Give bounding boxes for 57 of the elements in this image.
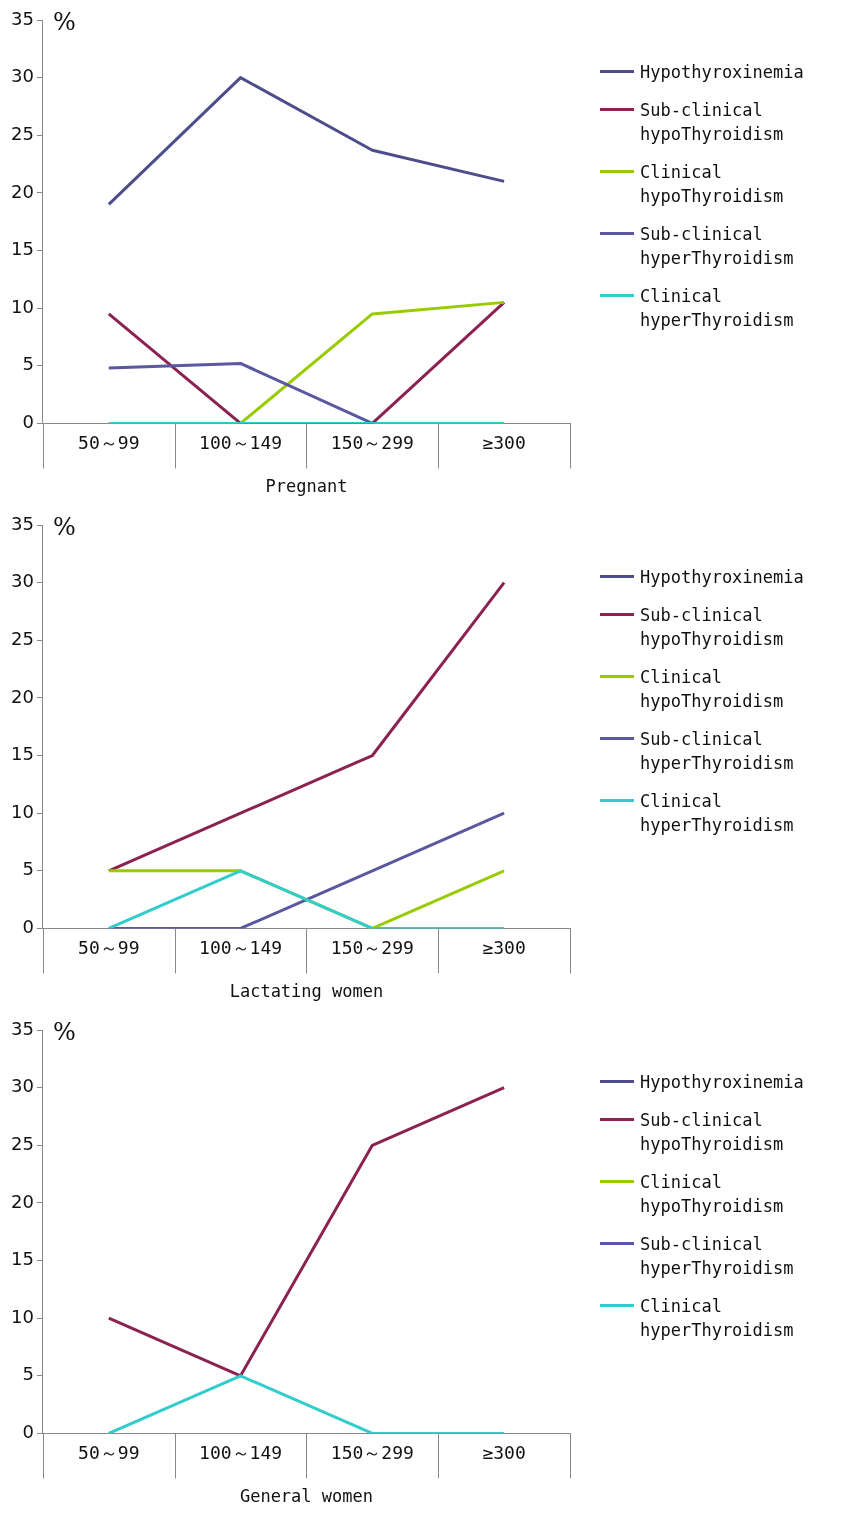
legend-label: Clinical hypoThyroidism (640, 666, 785, 713)
y-axis-title: % (52, 1018, 76, 1047)
x-axis-title: Pregnant (265, 476, 348, 497)
x-tick-label: 50～99 (78, 936, 140, 958)
legend-label: Clinical hyperThyroidism (640, 1295, 795, 1342)
y-tick-label: 5 (22, 1363, 34, 1385)
y-tick-label: 20 (11, 1190, 34, 1212)
legend-label: Hypothyroxinemia (640, 566, 804, 589)
y-tick-label: 5 (22, 858, 34, 880)
y-tick-label: 5 (22, 353, 34, 375)
x-tick-label: ≥300 (482, 936, 526, 958)
x-axis-title: Lactating women (229, 981, 384, 1002)
x-tick-label: 150～299 (330, 1441, 414, 1463)
x-tick-label: 150～299 (330, 431, 414, 453)
y-tick-label: 35 (11, 7, 34, 29)
y-tick-label: 10 (11, 1305, 34, 1327)
y-tick-label: 10 (11, 295, 34, 317)
y-tick-label: 25 (11, 122, 34, 144)
x-tick-label: 100～149 (199, 936, 283, 958)
x-tick-label: 150～299 (330, 936, 414, 958)
legend-label: Clinical hyperThyroidism (640, 790, 795, 837)
legend-label: Sub-clinical hypoThyroidism (640, 99, 785, 146)
y-tick-label: 30 (11, 570, 34, 592)
x-tick-label: 100～149 (199, 1441, 283, 1463)
legend-label: Hypothyroxinemia (640, 1071, 804, 1094)
y-tick-label: 15 (11, 743, 34, 765)
x-axis-title: General women (239, 1486, 373, 1507)
legend-label: Sub-clinical hyperThyroidism (640, 1233, 795, 1280)
y-tick-label: 30 (11, 65, 34, 87)
x-tick-label: 100～149 (199, 431, 283, 453)
y-tick-label: 25 (11, 627, 34, 649)
y-axis-title: % (52, 8, 76, 37)
legend-label: Sub-clinical hyperThyroidism (640, 728, 795, 775)
x-tick-label: ≥300 (482, 1441, 526, 1463)
y-tick-label: 30 (11, 1075, 34, 1097)
legend-label: Clinical hyperThyroidism (640, 285, 795, 332)
legend-label: Clinical hypoThyroidism (640, 161, 785, 208)
y-tick-label: 15 (11, 1248, 34, 1270)
y-tick-label: 15 (11, 238, 34, 260)
y-tick-label: 20 (11, 685, 34, 707)
x-tick-label: 50～99 (78, 1441, 140, 1463)
legend-label: Sub-clinical hyperThyroidism (640, 223, 795, 270)
y-tick-label: 0 (22, 411, 34, 433)
legend-label: Clinical hypoThyroidism (640, 1171, 785, 1218)
y-tick-label: 35 (11, 512, 34, 534)
legend-label: Sub-clinical hypoThyroidism (640, 1109, 785, 1156)
x-tick-label: ≥300 (482, 431, 526, 453)
y-tick-label: 0 (22, 916, 34, 938)
x-tick-label: 50～99 (78, 431, 140, 453)
y-tick-label: 10 (11, 800, 34, 822)
y-tick-label: 0 (22, 1421, 34, 1443)
y-tick-label: 25 (11, 1132, 34, 1154)
y-tick-label: 35 (11, 1017, 34, 1039)
legend-label: Hypothyroxinemia (640, 61, 804, 84)
y-axis-title: % (52, 513, 76, 542)
legend-label: Sub-clinical hypoThyroidism (640, 604, 785, 651)
y-tick-label: 20 (11, 180, 34, 202)
